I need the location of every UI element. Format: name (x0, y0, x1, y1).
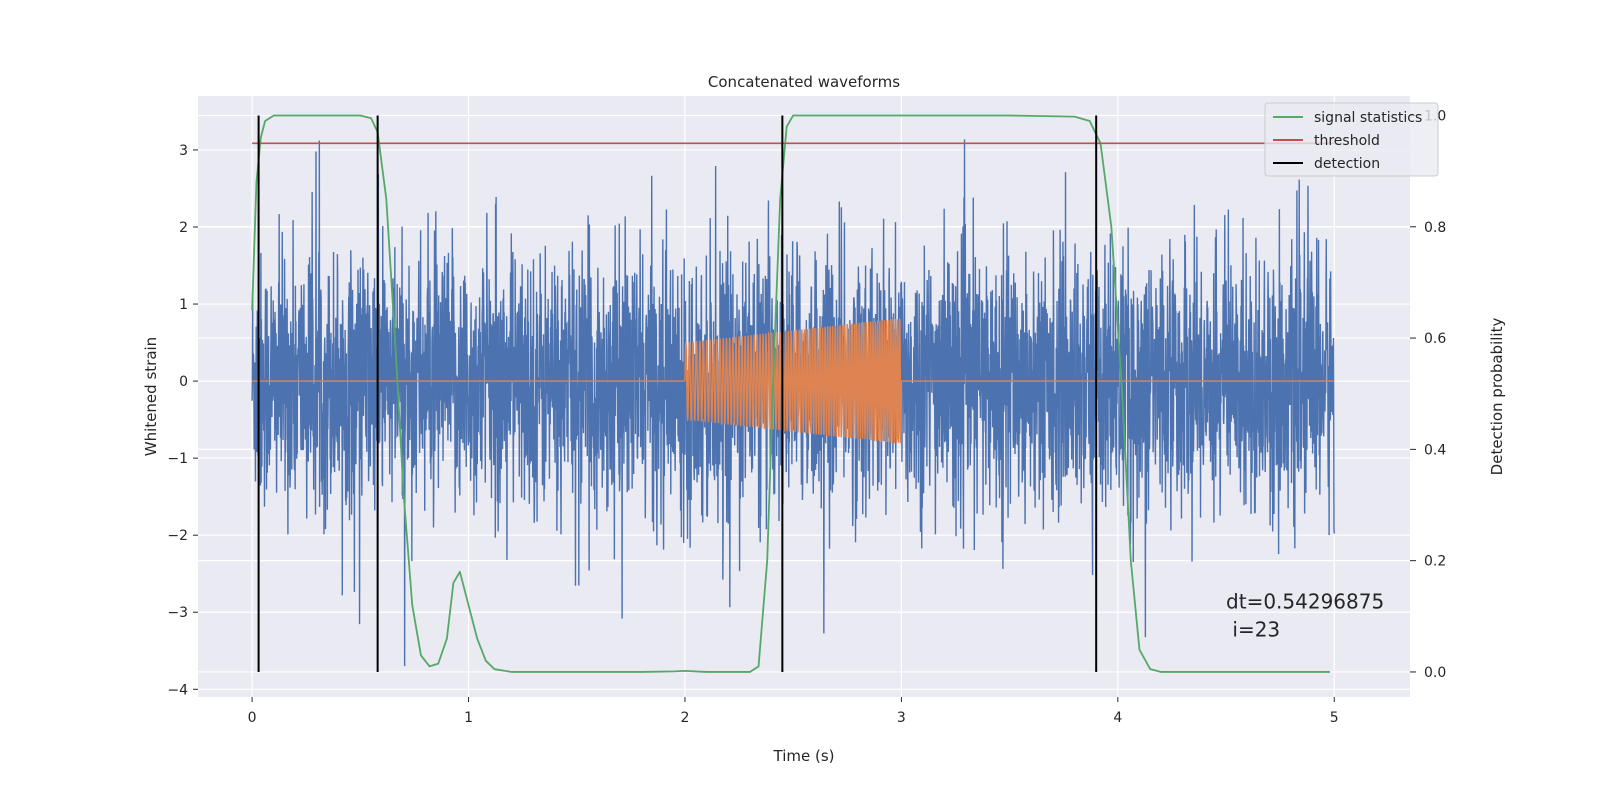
x-tick-label-1: 1 (464, 710, 473, 726)
y-right-tick-label-4: 0.8 (1424, 220, 1446, 236)
x-tick-label-2: 2 (681, 710, 690, 726)
injection-layer (252, 317, 1335, 444)
y-left-tick-label-7: 3 (179, 143, 188, 159)
y-left-tick-label-6: 2 (179, 220, 188, 236)
x-tick-label-3: 3 (897, 710, 906, 726)
annotation-dt: dt=0.54296875 (1226, 589, 1384, 613)
signal-statistics-layer (251, 114, 1330, 673)
x-tick-label-5: 5 (1330, 710, 1339, 726)
y-axis-label-right: Detection probability (1488, 318, 1506, 476)
x-tick-label-0: 0 (248, 710, 257, 726)
legend-label-threshold: threshold (1314, 133, 1380, 149)
legend-label-signal-statistics: signal statistics (1314, 110, 1422, 126)
y-left-tick-label-1: −3 (167, 605, 188, 621)
y-right-tick-label-2: 0.4 (1424, 442, 1446, 458)
signal-statistics-line (251, 114, 1330, 673)
legend: signal statistics threshold detection (1264, 102, 1439, 177)
x-axis-label: Time (s) (773, 747, 835, 765)
annotation-index: i=23 (1226, 617, 1280, 641)
y-left-tick-label-3: −1 (167, 451, 188, 467)
legend-label-detection: detection (1314, 156, 1380, 172)
y-left-tick-label-2: −2 (167, 528, 188, 544)
chart-title: Concatenated waveforms (708, 73, 900, 91)
legend-box (1264, 102, 1439, 177)
y-right-tick-label-0: 0.0 (1424, 665, 1446, 681)
injection-series-line (252, 317, 1335, 444)
grid-layer (198, 96, 1410, 697)
y-right-tick-label-3: 0.6 (1424, 331, 1446, 347)
y-axis-label-left: Whitened strain (142, 337, 160, 456)
y-left-tick-label-0: −4 (167, 682, 188, 698)
y-right-tick-label-1: 0.2 (1424, 554, 1446, 570)
y-left-tick-label-4: 0 (179, 374, 188, 390)
strain-layer (251, 139, 1335, 667)
y-left-tick-label-5: 1 (179, 297, 188, 313)
strain-series-line (251, 139, 1335, 667)
x-tick-label-4: 4 (1113, 710, 1122, 726)
detection-layer (257, 115, 1098, 672)
